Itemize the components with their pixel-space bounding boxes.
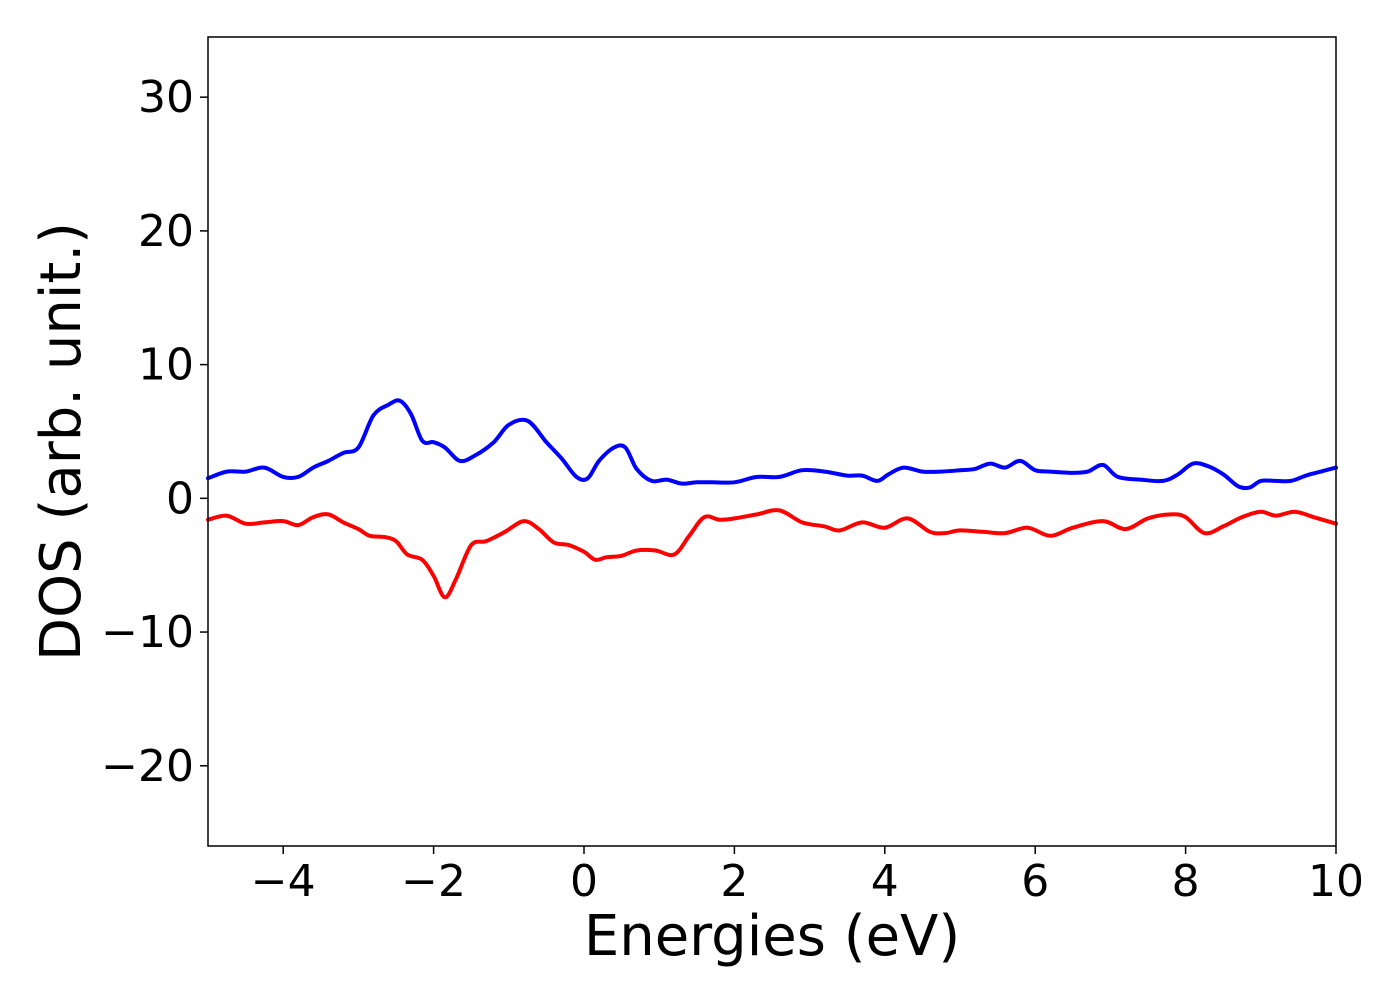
y-tick-label: 30 — [138, 72, 194, 123]
y-tick-label: −10 — [101, 607, 194, 658]
x-axis-ticks: −4 −2 0 2 4 6 8 10 — [251, 846, 1364, 907]
x-tick-label: 4 — [871, 856, 899, 907]
y-axis-label: DOS (arb. unit.) — [29, 222, 94, 661]
x-axis-label: Energies (eV) — [584, 904, 960, 969]
x-tick-label: −4 — [251, 856, 316, 907]
x-tick-label: −2 — [401, 856, 466, 907]
x-tick-label: 8 — [1172, 856, 1200, 907]
x-tick-label: 6 — [1021, 856, 1049, 907]
x-tick-label: 0 — [570, 856, 598, 907]
y-tick-label: −20 — [101, 741, 194, 792]
series-line-1 — [206, 398, 1338, 491]
plot-frame — [207, 36, 1337, 847]
x-tick-label: 2 — [720, 856, 748, 907]
series-layer — [206, 398, 1338, 600]
y-tick-label: 20 — [138, 206, 194, 257]
y-tick-label: 0 — [166, 473, 194, 524]
y-tick-label: 10 — [138, 340, 194, 391]
x-tick-label: 10 — [1308, 856, 1364, 907]
series-line-2 — [206, 508, 1338, 600]
y-axis-ticks: −20 −10 0 10 20 30 — [101, 72, 208, 792]
